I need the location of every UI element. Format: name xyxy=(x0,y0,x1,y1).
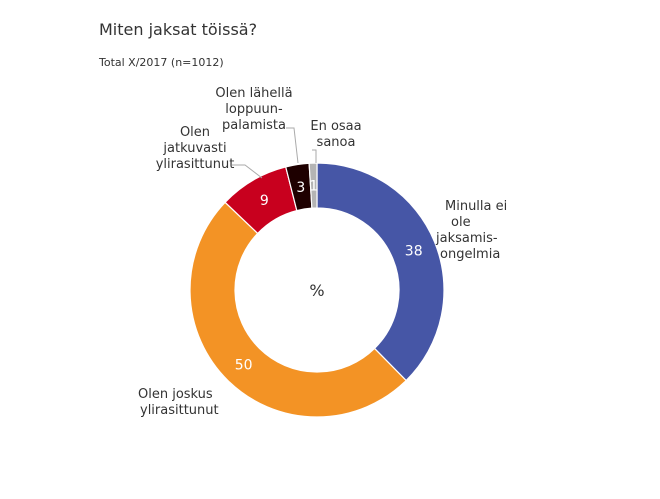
data-label-4: 1 xyxy=(309,179,318,195)
category-label-4: En osaa sanoa xyxy=(310,119,361,150)
category-label-3: Olen lähellä loppuun-palamista xyxy=(215,86,292,133)
slice-1 xyxy=(189,201,407,418)
data-label-2: 9 xyxy=(260,193,269,209)
slice-4 xyxy=(308,162,318,209)
data-label-0: 38 xyxy=(405,243,423,259)
chart-title: Miten jaksat töissä? xyxy=(99,20,258,39)
category-label-1: Olen joskus ylirasittunut xyxy=(138,387,219,418)
leader-line-4 xyxy=(312,149,317,163)
slice-0 xyxy=(316,162,445,382)
leader-line-3 xyxy=(286,127,299,164)
center-label: % xyxy=(309,281,324,300)
leader-line-2 xyxy=(232,164,263,179)
category-label-2: Olen jatkuvasti ylirasittunut xyxy=(156,125,235,172)
chart-subtitle: Total X/2017 (n=1012) xyxy=(99,56,224,69)
data-label-1: 50 xyxy=(235,357,253,373)
category-label-0: Minulla ei ole jaksamis-ongelmia xyxy=(435,199,507,262)
data-label-3: 3 xyxy=(296,180,305,196)
